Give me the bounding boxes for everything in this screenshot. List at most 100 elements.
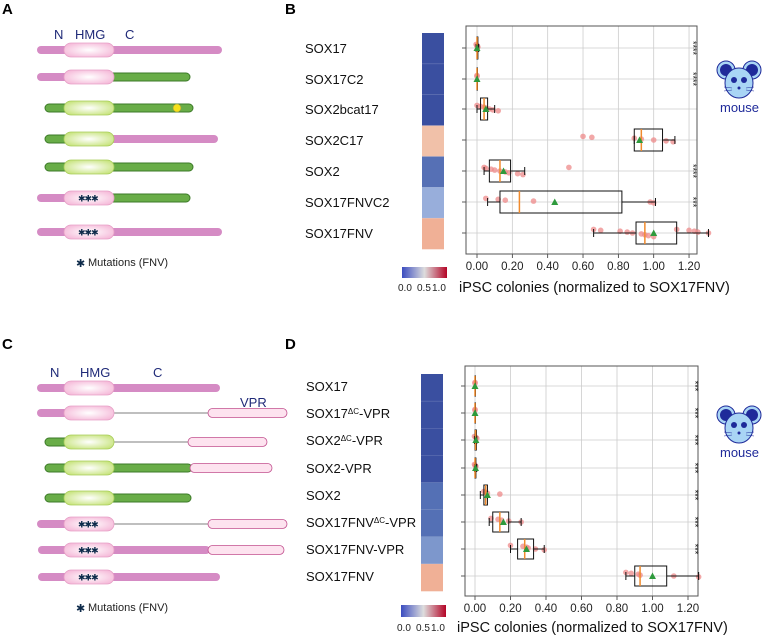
row-label: SOX2-VPR (306, 461, 372, 476)
vpr-domain (189, 463, 273, 473)
x-tick-label: 1.20 (678, 261, 700, 273)
data-point (491, 167, 498, 173)
x-tick-label: 0.20 (499, 603, 521, 615)
row-label: SOX17FNV-VPR (306, 542, 404, 557)
data-point (650, 137, 657, 143)
mutation-star-icon: ✱ (76, 603, 85, 615)
data-point (695, 229, 701, 235)
data-point (497, 491, 503, 497)
boxplot-d: SOX17SOX17ΔC-VPRSOX2ΔC-VPRSOX2-VPRSOX2SO… (306, 365, 762, 636)
domain-label-hmg: HMG (75, 27, 105, 42)
colorbar-label-0: 0.0 (398, 283, 412, 294)
row-label-name: SOX17FNV (306, 569, 374, 584)
colorbar-label-1: 0.5 (416, 623, 430, 634)
hmg-domain (63, 434, 115, 450)
significance-stars: **** (688, 72, 698, 87)
n-terminal (37, 409, 70, 417)
protein-diagram-a: N HMG C ✱ Mutations (FNV) ✱✱✱ ✱✱✱ (37, 27, 222, 270)
heatmap-cell (421, 455, 443, 483)
n-terminal (37, 46, 70, 54)
data-point (645, 232, 652, 239)
row-label: SOX17FNV (305, 226, 373, 241)
heatmap-cell (421, 563, 443, 592)
box (634, 565, 668, 587)
row-label: SOX17 (306, 379, 348, 394)
n-terminal (38, 573, 70, 581)
domain-label-c: C (125, 27, 134, 42)
significance-stars: *** (690, 408, 700, 419)
row-label: SOX2C17 (305, 133, 364, 148)
mean-marker (522, 545, 530, 552)
heatmap-cell (422, 63, 444, 96)
mean-marker (499, 518, 507, 525)
data-point (530, 198, 537, 204)
panel-label-b: B (285, 1, 296, 18)
heatmap-cell (422, 33, 444, 65)
n-terminal (37, 73, 70, 81)
data-point (566, 164, 572, 171)
data-point (502, 197, 509, 203)
mutation-dot-icon (172, 103, 182, 113)
x-tick-label: 0.60 (572, 261, 594, 273)
hmg-domain (63, 42, 115, 58)
x-tick-label: 1.00 (641, 603, 663, 615)
row-label-name: SOX2 (305, 164, 340, 179)
panel-label-d: D (285, 336, 296, 353)
mutation-stars-icon: ✱✱✱ (78, 228, 98, 238)
significance-stars: *** (690, 463, 700, 474)
mutations-legend: Mutations (FNV) (88, 257, 168, 269)
x-tick-label: 0.80 (607, 261, 629, 273)
boxplot-b: SOX17 SOX17C2 SOX2bcat17 SOX2C17 SOX2 SOX17FN… (305, 25, 762, 296)
box (517, 538, 535, 560)
hmg-domain (63, 224, 115, 240)
colorbar-label-0: 0.0 (397, 623, 411, 634)
significance-stars: **** (688, 164, 698, 179)
row-label-suffix: -VPR (359, 406, 390, 421)
hmg-domain (63, 460, 115, 476)
mean-marker (473, 75, 481, 82)
hmg-domain (63, 69, 115, 85)
x-tick-label: 1.20 (677, 603, 699, 615)
mean-marker (472, 464, 480, 471)
x-tick-label: 1.00 (643, 261, 665, 273)
vpr-domain (207, 545, 285, 555)
row-label-suffix: -VPR (385, 515, 416, 530)
row-label: SOX2ΔC-VPR (306, 433, 383, 448)
panel-label-a: A (2, 1, 13, 18)
heatmap-cell (421, 482, 443, 510)
vpr-domain (187, 437, 268, 447)
c-terminal (107, 193, 191, 203)
x-tick-label: 0.60 (570, 603, 592, 615)
data-point (624, 229, 630, 235)
row-label-superscript: ΔC (341, 434, 352, 443)
mean-marker (472, 436, 480, 443)
hmg-domain (63, 569, 115, 585)
row-label-superscript: ΔC (348, 407, 359, 416)
row-label: SOX17C2 (305, 72, 364, 87)
hmg-domain (63, 159, 115, 175)
heatmap-cell (421, 536, 443, 565)
box (635, 221, 678, 245)
protein-diagram-c: N HMG C VPR ✱ Mutations (FNV) ✱✱✱ ✱✱✱ ✱✱✱ (37, 365, 288, 615)
colorbar-label-1: 0.5 (417, 283, 431, 294)
significance-stars: *** (688, 197, 698, 208)
plot-frame (465, 25, 698, 255)
row-label-superscript: ΔC (374, 516, 385, 525)
data-point (514, 170, 521, 177)
row-label: SOX2 (306, 488, 341, 503)
x-tick-label: 0.20 (501, 261, 523, 273)
mean-marker (483, 491, 491, 498)
hmg-domain (63, 380, 115, 396)
box (633, 128, 664, 152)
x-tick-label: 0.40 (536, 261, 558, 273)
row-label-name: SOX2-VPR (306, 461, 372, 476)
row-label-name: SOX17 (306, 406, 348, 421)
mean-marker (473, 44, 481, 51)
colorbar (401, 605, 446, 617)
data-point (589, 134, 595, 141)
c-terminal (108, 384, 220, 392)
significance-stars: *** (690, 435, 700, 446)
row-label: SOX2bcat17 (305, 102, 379, 117)
row-label-name: SOX17C2 (305, 72, 364, 87)
x-axis-title: iPSC colonies (normalized to SOX17FNV) (459, 280, 730, 296)
